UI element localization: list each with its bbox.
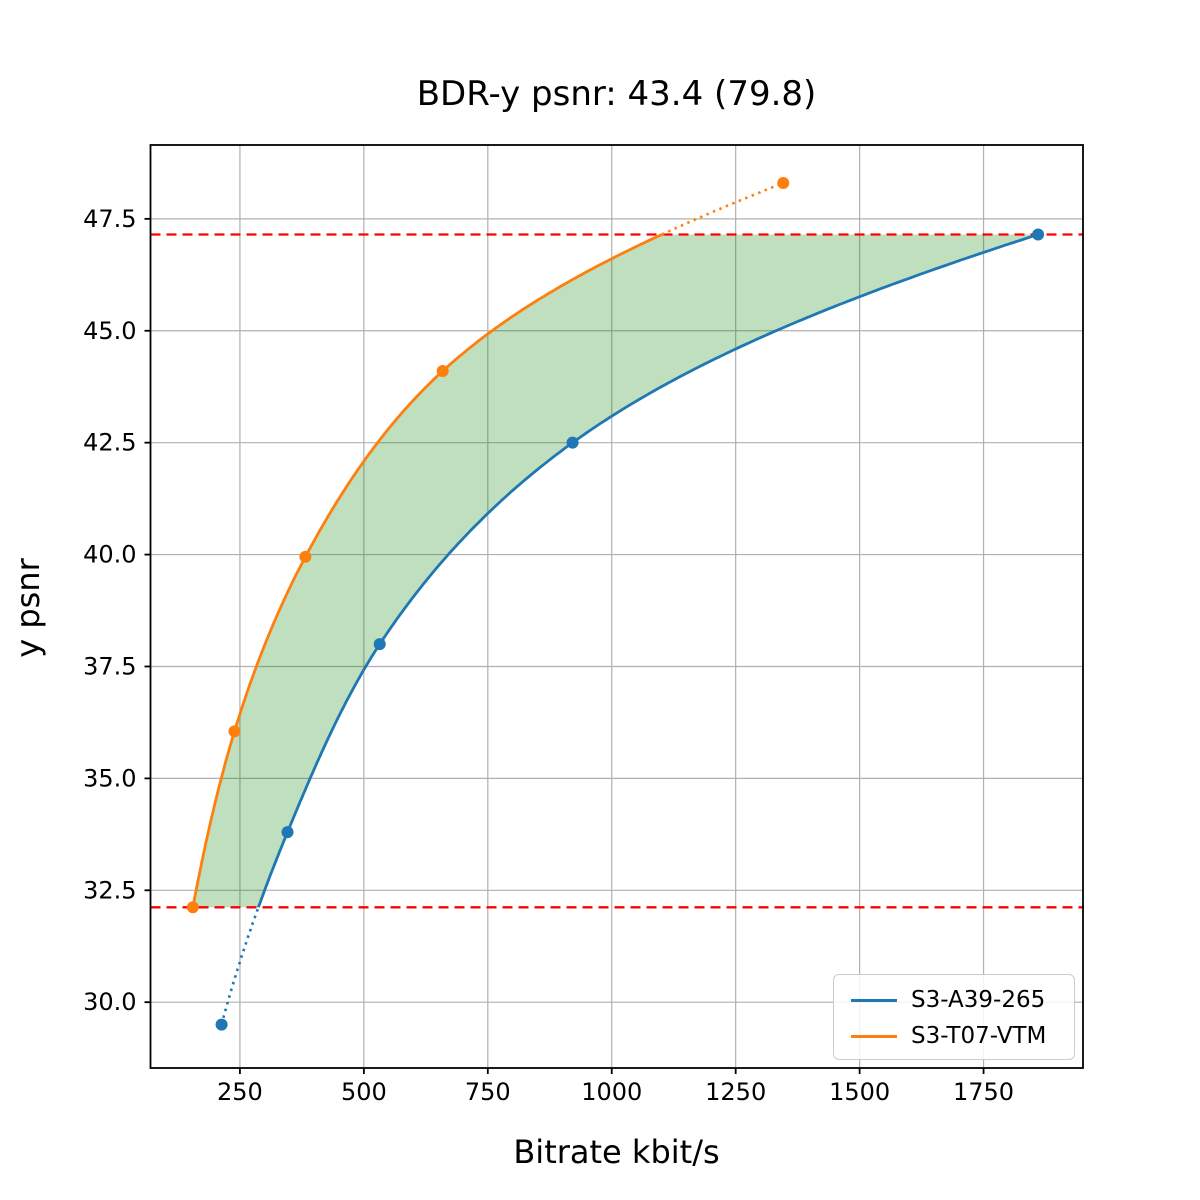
data-point-marker	[1032, 228, 1045, 241]
y-tick-label: 47.5	[83, 205, 136, 233]
bd-overlap-region	[192, 234, 1039, 908]
data-point-marker	[436, 365, 449, 378]
y-tick-label: 42.5	[83, 429, 136, 457]
plot-border	[149, 144, 1084, 1069]
legend: S3-A39-265 S3-T07-VTM	[833, 974, 1075, 1060]
x-tick-label: 1750	[953, 1078, 1014, 1106]
data-point-marker	[228, 725, 241, 738]
tick-labels: 250 500 750 1000 1250 1500 1750 30.0 32.5 35.0 37.…	[83, 205, 1014, 1106]
series-line-dotted	[661, 181, 784, 236]
x-axis-label: Bitrate kbit/s	[513, 1133, 720, 1171]
chart-title: BDR-y psnr: 43.4 (79.8)	[416, 74, 817, 114]
data-point-marker	[281, 826, 294, 839]
y-axis-label: y psnr	[9, 558, 47, 658]
ticks	[144, 217, 985, 1074]
series-line	[257, 233, 1039, 908]
legend-label: S3-A39-265	[911, 987, 1046, 1013]
legend-line-sample	[851, 998, 897, 1002]
x-tick-label: 750	[465, 1078, 511, 1106]
y-tick-label: 37.5	[83, 652, 136, 680]
x-tick-label: 500	[341, 1078, 387, 1106]
data-point-marker	[373, 638, 386, 651]
x-tick-label: 1500	[829, 1078, 890, 1106]
y-tick-label: 30.0	[83, 988, 136, 1016]
legend-line-sample	[851, 1034, 897, 1038]
legend-label: S3-T07-VTM	[911, 1023, 1047, 1049]
legend-entry: S3-T07-VTM	[834, 1018, 1074, 1054]
data-point-marker	[777, 177, 790, 190]
y-tick-label: 45.0	[83, 317, 136, 345]
data-point-marker	[299, 550, 312, 563]
series-line	[191, 233, 663, 908]
x-tick-label: 1000	[581, 1078, 642, 1106]
y-tick-label: 40.0	[83, 541, 136, 569]
data-point-marker	[215, 1018, 228, 1031]
data-point-marker	[566, 436, 579, 449]
x-tick-label: 250	[217, 1078, 263, 1106]
y-tick-label: 35.0	[83, 764, 136, 792]
x-tick-label: 1250	[705, 1078, 766, 1106]
data-point-marker	[186, 901, 199, 914]
y-tick-label: 32.5	[83, 876, 136, 904]
legend-entry: S3-A39-265	[834, 982, 1074, 1018]
